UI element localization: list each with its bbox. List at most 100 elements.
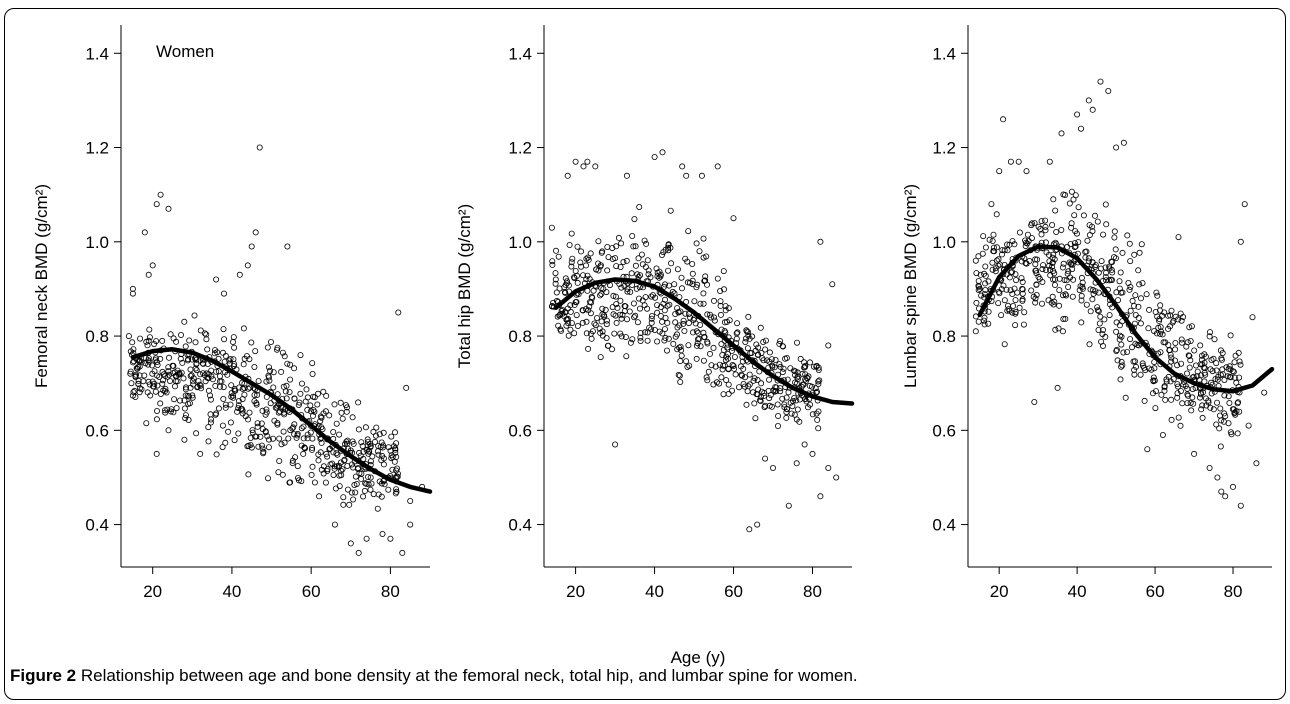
scatter-point [1061,276,1068,283]
scatter-point [1098,258,1105,265]
scatter-point [1187,399,1194,406]
y-tick-label: 1.4 [932,44,956,63]
scatter-point [1094,304,1101,311]
scatter-point [662,296,669,303]
scatter-point [1124,348,1131,355]
scatter-point [1122,394,1129,401]
scatter-point [153,416,160,423]
scatter-point [1190,373,1197,380]
scatter-point [605,254,612,261]
scatter-point [1206,464,1213,471]
scatter-point [1049,263,1056,270]
scatter-point [565,320,572,327]
scatter-point [1089,296,1096,303]
scatter-point [374,505,381,512]
scatter-point [176,397,183,404]
scatter-point [779,369,786,376]
scatter-point [1117,332,1124,339]
scatter-point [1071,240,1078,247]
x-tick-label: 40 [222,582,241,601]
panel-femoral-neck: 0.4 0.6 0.8 1.0 1.2 1.4 20 40 60 80 Femoral neck B… [32,25,433,601]
scatter-point [1169,319,1176,326]
scatter-point [662,281,669,288]
scatter-point [265,364,272,371]
scatter-point [598,285,605,292]
scatter-point [1059,264,1066,271]
scatter-point [1232,411,1239,418]
scatter-point [723,353,730,360]
x-tick-label: 20 [990,582,1009,601]
scatter-point [379,531,386,538]
scatter-point [633,285,640,292]
scatter-point [776,361,783,368]
scatter-point [309,435,316,442]
scatter-point [157,191,164,198]
scatter-point [267,400,274,407]
scatter-point [317,435,324,442]
scatter-point [1172,339,1179,346]
scatter-point [1019,286,1026,293]
scatter-point [572,299,579,306]
scatter-point [264,433,271,440]
scatter-point [1199,352,1206,359]
scatter-point [1101,316,1108,323]
scatter-point [392,446,399,453]
scatter-point [132,373,139,380]
scatter-point [1025,237,1032,244]
scatter-point [634,319,641,326]
scatter-point [1152,405,1159,412]
scatter-point [274,344,281,351]
scatter-point [677,378,684,385]
scatter-point [707,311,714,318]
scatter-point [583,330,590,337]
scatter-point [1249,314,1256,321]
scatter-point [246,409,253,416]
scatter-point [204,346,211,353]
scatter-point [259,445,266,452]
scatter-point [621,283,628,290]
scatter-point [689,270,696,277]
scatter-point [1150,374,1157,381]
scatter-point [996,168,1003,175]
scatter-point [203,331,210,338]
scatter-point [766,376,773,383]
scatter-point [723,377,730,384]
x-tick-label: 80 [803,582,822,601]
scatter-point [370,428,377,435]
scatter-point [1129,297,1136,304]
scatter-point [127,348,134,355]
scatter-point [1201,364,1208,371]
scatter-point [784,376,791,383]
scatter-point [1069,293,1076,300]
scatter-point [730,215,737,222]
x-tick-label: 80 [381,582,400,601]
scatter-point [729,361,736,368]
scatter-point [365,448,372,455]
scatter-point [746,381,753,388]
scatter-point [972,328,979,335]
scatter-point [1214,399,1221,406]
scatter-point [355,549,362,556]
scatter-point [751,400,758,407]
scatter-point [1136,281,1143,288]
scatter-point [580,163,587,170]
scatter-point [153,201,160,208]
scatter-point [291,365,298,372]
scatter-point [284,360,291,367]
scatter-point [730,362,737,369]
scatter-point [129,339,136,346]
caption-label: Figure 2 [10,666,77,685]
scatter-point [597,263,604,270]
scatter-point [721,362,728,369]
scatter-point [693,284,700,291]
scatter-point [1235,399,1242,406]
scatter-point [136,372,143,379]
scatter-point [612,312,619,319]
scatter-point [1174,390,1181,397]
scatter-point [604,243,611,250]
scatter-point [364,436,371,443]
scatter-point [367,440,374,447]
scatter-point [403,384,410,391]
scatter-point [1232,352,1239,359]
scatter-point [618,284,625,291]
